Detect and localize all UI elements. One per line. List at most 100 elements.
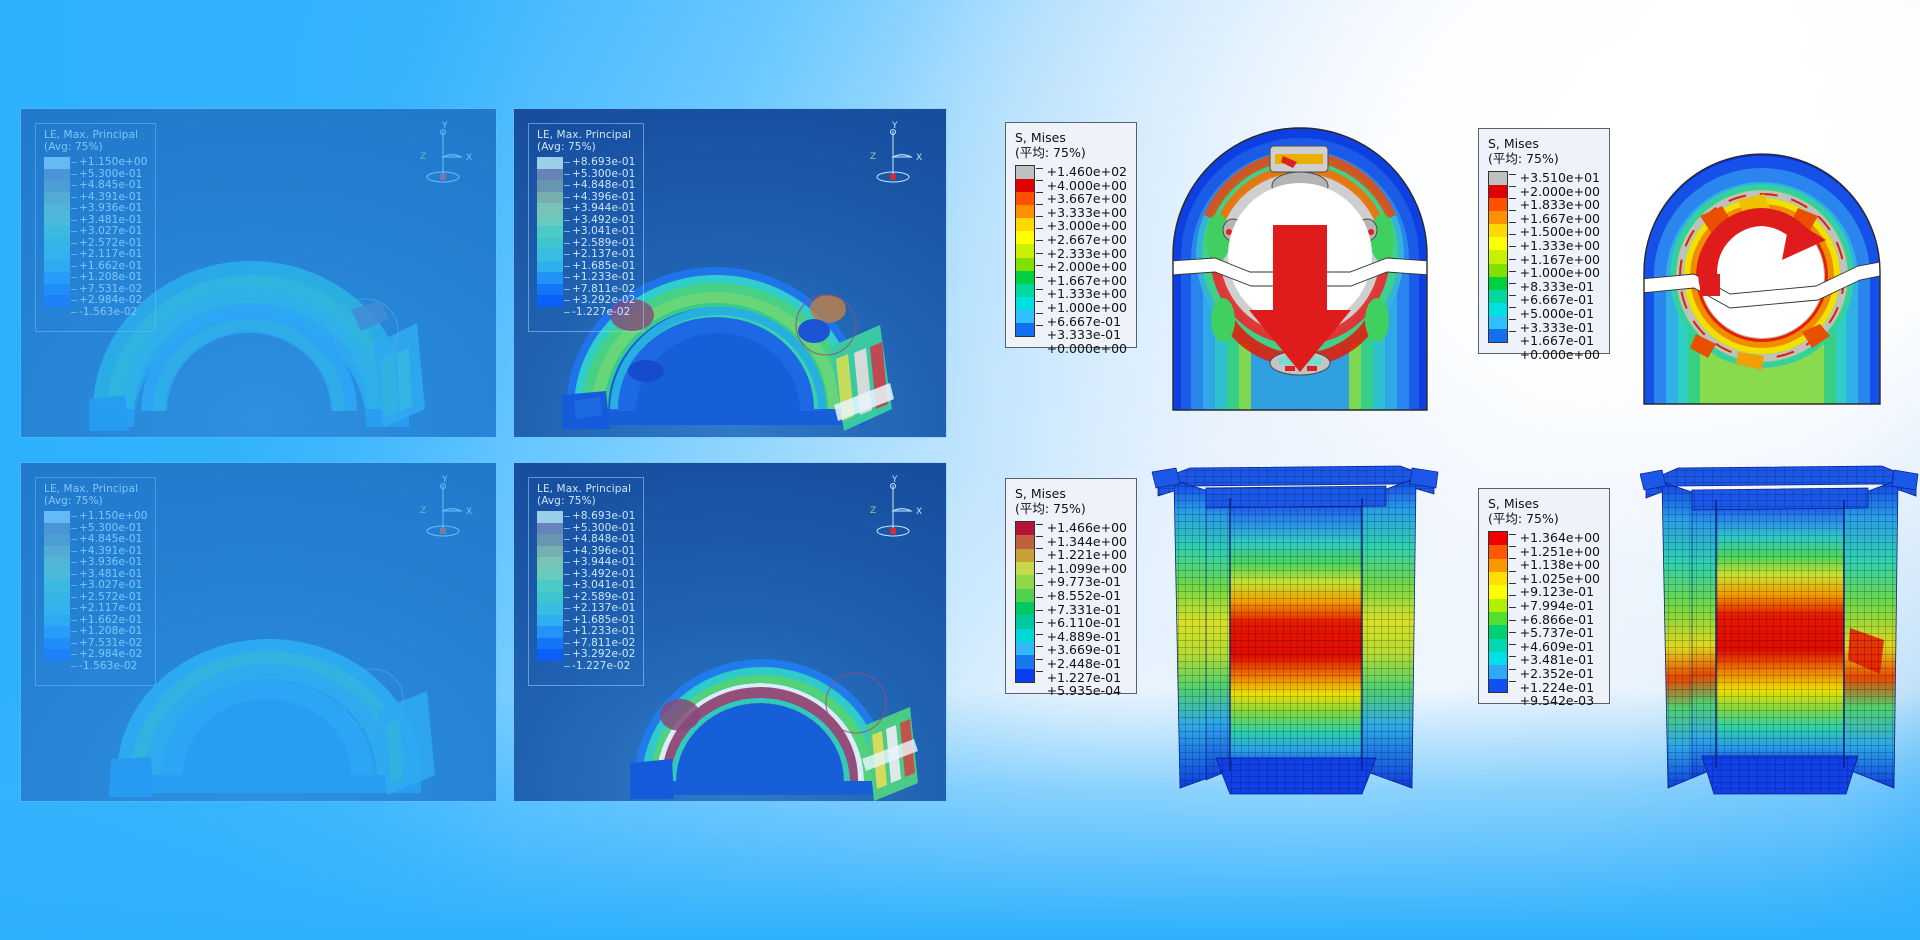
fea-panel-top-left[interactable]: Y X Z LE, Max. Principal (Avg: 75%) +1.1… [20,108,497,438]
legend-value: +3.027e-01 [79,225,143,237]
legend-swatch [1016,231,1035,245]
fea-panel-bottom-left[interactable]: Y X Z LE, Max. Principal (Avg: 75%) +1.1… [20,462,497,802]
legend-value: +9.542e-03 [1519,693,1595,709]
figure-ring-torsion[interactable] [1630,148,1920,410]
legend-value: +8.693e-01 [572,510,636,522]
legend-swatch [1016,244,1035,258]
legend-swatch [1489,651,1508,666]
fea-panel-bottom-middle[interactable]: Y X Z LE, Max. Principal (Avg: 75%) +8.6… [513,462,947,802]
legend-swatch [1016,257,1035,271]
legend-ticks [1508,531,1517,693]
legend-top-middle: LE, Max. Principal (Avg: 75%) +8.693e-01… [528,123,645,332]
legend-swatch [1016,296,1035,310]
legend-value: +4.000e+00 [1046,177,1127,193]
legend-swatch [537,283,563,295]
legend-subtitle: (Avg: 75%) [537,140,596,153]
segment-mesh-left-contour [1151,465,1439,795]
legend-value: +2.000e+00 [1519,183,1600,199]
legend-swatch [44,180,70,192]
legend-swatch [1489,532,1508,546]
legend-tick [1035,634,1044,646]
legend-tick [70,288,79,301]
legend-swatch [44,522,70,534]
legend-tick [1035,609,1044,622]
legend-value: +3.492e-01 [572,567,636,580]
legend-swatch [1489,276,1508,290]
legend-tick [1508,210,1517,222]
legend-swatch [1489,198,1508,212]
legend-value: +2.667e+00 [1046,231,1127,247]
legend-value: +2.000e+00 [1046,259,1127,275]
legend-swatch [44,568,70,580]
legend-tick [563,654,572,666]
legend-tick [1508,582,1517,595]
legend-tick [1035,168,1044,180]
legend-swatch [44,534,70,546]
legend-swatches [44,511,70,677]
legend-swatches [1015,521,1036,683]
fea-panel-top-middle[interactable]: Y X Z LE, Max. Principal (Avg: 75%) +8.6… [513,108,947,438]
legend-swatch [537,511,563,523]
legend-tick [563,288,572,301]
legend-value: +7.994e-01 [1519,597,1595,613]
legend-value: +5.300e-01 [572,167,636,180]
legend-tick [563,527,572,540]
legend-ticks [1035,521,1044,683]
legend-swatch [1489,625,1508,639]
legend-tick [1508,644,1517,656]
red-rotation-arrow-icon [1697,208,1826,296]
legend-swatch [1489,263,1508,277]
legend-tick [563,596,572,609]
legend-values: +1.150e+00 +5.300e-01 +4.845e-01 +4.391e-01… [79,510,147,677]
legend-title: S, Mises [1488,136,1539,151]
legend-swatch [537,203,563,215]
legend-swatch [537,649,563,661]
legend-swatch [1016,309,1035,323]
legend-swatch [1489,237,1508,251]
legend-tick [1035,276,1044,289]
legend-value: +4.396e-01 [572,190,636,203]
figure-segment-mesh-right[interactable] [1639,458,1920,798]
figure-segment-mesh-left[interactable] [1150,458,1440,798]
legend-values: +1.150e+00 +5.300e-01 +4.845e-01 +4.391e-01… [79,156,147,323]
legend-value: +3.936e-01 [79,202,143,214]
legend-swatch [1016,615,1035,629]
legend-value: +3.333e+00 [1046,204,1127,220]
legend-swatch [537,580,563,592]
legend-tick [563,208,572,220]
legend-tick [1508,234,1517,246]
legend-swatch [1016,548,1035,562]
legend-swatch [44,237,70,249]
legend-value: +8.333e-01 [1519,278,1595,294]
legend-tick [1508,186,1517,198]
legend-tick [1035,312,1044,325]
legend-tick [1508,318,1517,331]
legend-swatch [1489,598,1508,612]
legend-swatch [1016,575,1035,589]
legend-tick [1508,246,1517,258]
legend-swatch [537,180,563,192]
figure-ring-compression[interactable] [1155,110,1445,420]
red-down-arrow-icon [1249,225,1351,372]
triad-x-label: X [916,153,922,163]
legend-tick [1035,252,1044,265]
legend-tick [70,631,79,643]
legend-swatch [537,637,563,649]
legend-title: S, Mises [1015,486,1066,501]
legend-tick [70,219,79,232]
legend-tick [1508,198,1517,210]
legend-swatch [1016,192,1035,206]
legend-tick [1035,560,1044,573]
legend-tick [1508,607,1517,619]
legend-tick [70,665,79,678]
legend-tick [563,539,572,551]
legend-value: +3.667e+00 [1046,191,1127,207]
legend-swatch [44,283,70,295]
legend-swatch [44,580,70,592]
legend-tick [563,219,572,232]
legend-value: +1.167e+00 [1519,251,1600,267]
legend-tick [563,254,572,266]
legend-tick [1508,534,1517,546]
legend-swatch [1489,678,1508,692]
legend-value: +8.693e-01 [572,156,636,168]
